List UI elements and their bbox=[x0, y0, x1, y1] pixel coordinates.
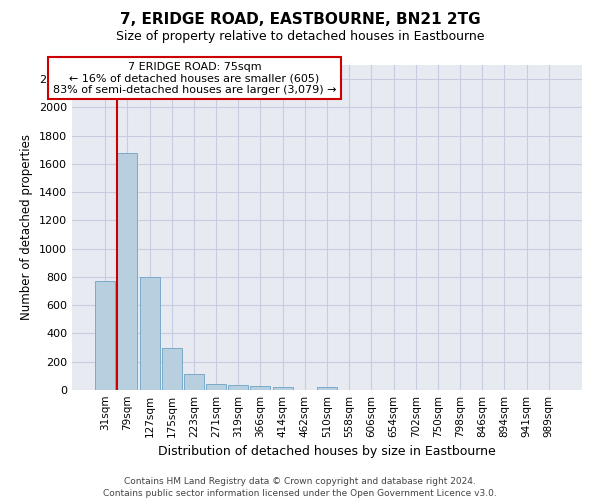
Bar bbox=[228, 386, 248, 390]
Bar bbox=[162, 348, 182, 390]
Bar bbox=[250, 386, 271, 390]
Bar bbox=[140, 277, 160, 390]
Bar bbox=[272, 387, 293, 390]
Bar bbox=[95, 281, 115, 390]
Text: Contains HM Land Registry data © Crown copyright and database right 2024.: Contains HM Land Registry data © Crown c… bbox=[124, 478, 476, 486]
Text: Contains public sector information licensed under the Open Government Licence v3: Contains public sector information licen… bbox=[103, 489, 497, 498]
X-axis label: Distribution of detached houses by size in Eastbourne: Distribution of detached houses by size … bbox=[158, 446, 496, 458]
Bar bbox=[118, 152, 137, 390]
Text: 7, ERIDGE ROAD, EASTBOURNE, BN21 2TG: 7, ERIDGE ROAD, EASTBOURNE, BN21 2TG bbox=[119, 12, 481, 28]
Text: 7 ERIDGE ROAD: 75sqm
← 16% of detached houses are smaller (605)
83% of semi-deta: 7 ERIDGE ROAD: 75sqm ← 16% of detached h… bbox=[53, 62, 336, 95]
Y-axis label: Number of detached properties: Number of detached properties bbox=[20, 134, 34, 320]
Bar bbox=[206, 384, 226, 390]
Text: Size of property relative to detached houses in Eastbourne: Size of property relative to detached ho… bbox=[116, 30, 484, 43]
Bar bbox=[317, 387, 337, 390]
Bar bbox=[184, 374, 204, 390]
